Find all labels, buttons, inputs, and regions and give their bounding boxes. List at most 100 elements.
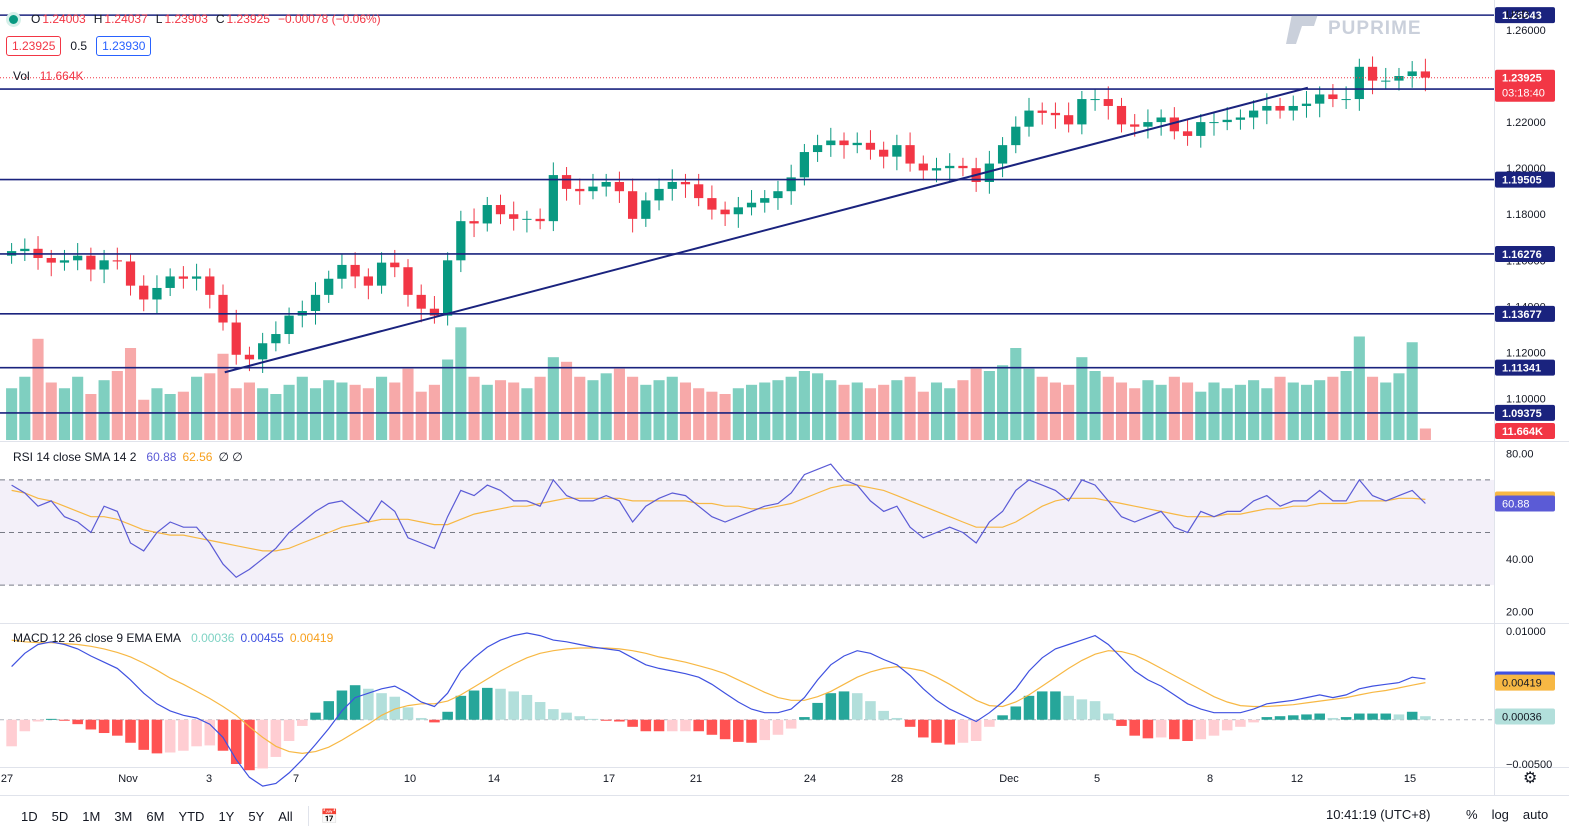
time-tick-label: 24 (804, 773, 816, 785)
market-status-icon (6, 11, 21, 27)
volume-bar (772, 380, 784, 440)
macd-histogram-bar (812, 702, 823, 720)
volume-bar (19, 376, 31, 440)
volume-bar (230, 388, 242, 440)
rsi-legend: RSI 14 close SMA 14 2 60.88 62.56 ∅ ∅ (13, 450, 243, 464)
volume-bar (296, 376, 308, 440)
volume-bar (177, 391, 189, 440)
macd-histogram-bar (587, 718, 599, 720)
macd-histogram-bar (851, 693, 863, 720)
macd-histogram-bar (1261, 717, 1273, 720)
log-scale-toggle[interactable]: log (1491, 807, 1509, 822)
macd-histogram-bar (1023, 695, 1035, 720)
volume-bar (1314, 380, 1326, 440)
candle-body (244, 354, 255, 360)
last-volume-tag (1495, 423, 1555, 439)
logo-text: PUPRIME (1328, 18, 1422, 39)
macd-legend: MACD 12 26 close 9 EMA EMA 0.00036 0.00455… (13, 631, 333, 645)
sell-button[interactable]: 1.23925 (6, 36, 62, 56)
timeframe-6m[interactable]: 6M (146, 808, 165, 824)
percent-scale-toggle[interactable]: % (1466, 807, 1478, 822)
timeframe-1d[interactable]: 1D (21, 808, 38, 824)
buy-button[interactable]: 1.23930 (96, 36, 152, 56)
timeframe-ytd[interactable]: YTD (178, 808, 205, 824)
time-tick-label: 10 (404, 773, 416, 785)
timeframe-all[interactable]: All (278, 808, 293, 824)
macd-histogram-bar (376, 693, 387, 720)
rsi-sma-line (11, 484, 1426, 552)
candle-body (892, 145, 902, 157)
macd-histogram-bar (1248, 719, 1259, 723)
time-tick-label: 8 (1207, 773, 1213, 785)
chart-canvas[interactable]: 1.260001.240001.220001.200001.180001.160… (0, 0, 1569, 795)
volume-bar (1182, 382, 1194, 440)
candle-body (601, 181, 611, 187)
timeframe-1y[interactable]: 1Y (218, 808, 235, 824)
macd-signal-value: 0.00419 (289, 631, 334, 645)
macd-histogram-bar (1393, 714, 1405, 720)
timeframe-5y[interactable]: 5Y (248, 808, 265, 824)
macd-histogram-bar (931, 719, 942, 743)
volume-bar (1089, 371, 1101, 440)
volume-bar (1248, 380, 1260, 440)
candle-body (429, 308, 440, 316)
level-price-tag (1495, 245, 1555, 262)
volume-bar (1221, 388, 1233, 440)
macd-histogram-bar (455, 695, 467, 720)
candle-body (284, 315, 294, 335)
candle-body (945, 165, 955, 169)
macd-histogram-bar (59, 719, 70, 721)
go-to-date-calendar-icon[interactable]: 📅 (320, 807, 339, 824)
level-price-tag-label: 1.26643 (1502, 10, 1542, 22)
volume-bar (1049, 382, 1061, 440)
volume-bar (706, 391, 718, 440)
macd-histogram-bar (534, 702, 546, 720)
candle-body (733, 207, 743, 215)
macd-histogram-bar (891, 717, 903, 720)
volume-bar (151, 388, 163, 440)
macd-histogram-bar (918, 719, 929, 738)
time-tick-label: 7 (293, 773, 299, 785)
macd-histogram-bar (1169, 719, 1180, 740)
clock-time[interactable]: 10:41:19 (UTC+8) (1326, 807, 1431, 822)
candle-body (852, 142, 862, 146)
volume-legend: Vol 11.664K (13, 69, 84, 83)
candle-body (1420, 71, 1431, 78)
macd-histogram-bar (481, 687, 493, 720)
candle-body (1288, 105, 1298, 111)
candle-body (125, 261, 136, 286)
candle-body (403, 267, 413, 295)
currency-selector[interactable]: USD ⌄ (1506, 8, 1542, 21)
time-tick-label: 3 (206, 773, 212, 785)
macd-histogram-bar (970, 719, 982, 741)
volume-bar (124, 348, 137, 440)
settings-gear-icon[interactable]: ⚙ (1523, 770, 1538, 787)
level-price-tag (1495, 359, 1555, 376)
volume-bar (574, 376, 586, 440)
macd-histogram-bar (349, 685, 361, 720)
timeframe-5d[interactable]: 5D (51, 808, 69, 824)
macd-histogram-bar (878, 710, 889, 720)
volume-bar (455, 327, 467, 440)
macd-histogram-bar (1354, 713, 1365, 720)
volume-bar (666, 376, 678, 440)
macd-histogram-bar (1340, 717, 1352, 720)
volume-bar (32, 338, 44, 440)
timeframe-1m[interactable]: 1M (82, 808, 101, 824)
auto-scale-toggle[interactable]: auto (1522, 807, 1549, 822)
macd-histogram-bar (706, 719, 718, 735)
timeframe-3m[interactable]: 3M (114, 808, 133, 824)
volume-bar (1010, 348, 1022, 440)
volume-bar (1036, 376, 1048, 440)
candle-body (495, 205, 506, 215)
macd-histogram-bar (1063, 695, 1074, 720)
candle-body (337, 264, 347, 279)
volume-bar (389, 382, 401, 440)
macd-histogram-bar (323, 701, 335, 720)
macd-histogram-bar (164, 719, 176, 753)
macd-histogram-bar (1010, 706, 1022, 720)
macd-histogram-bar (6, 719, 17, 747)
volume-bar (442, 359, 454, 440)
macd-histogram-bar (72, 719, 83, 725)
volume-bar (191, 376, 203, 440)
